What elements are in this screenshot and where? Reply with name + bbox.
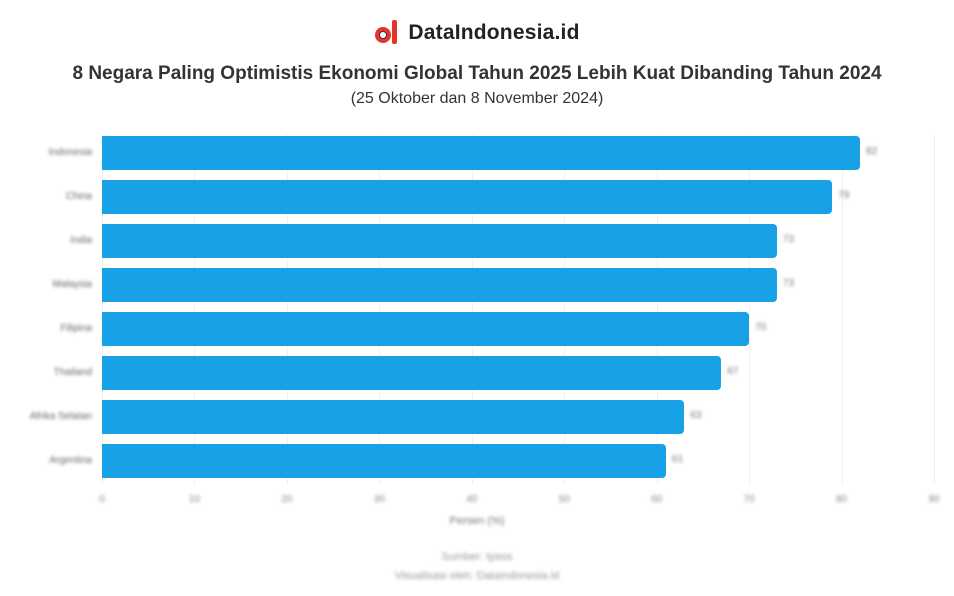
credit-note: Visualisasi oleh: DataIndonesia.id	[394, 570, 560, 582]
brand-header: DataIndonesia.id	[0, 20, 954, 46]
gridline	[102, 134, 103, 484]
bar[interactable]	[102, 356, 722, 390]
x-tick-label: 40	[466, 494, 478, 505]
bar[interactable]	[102, 224, 777, 258]
plot-area: 82 79 73 73 70 67 63 61	[102, 134, 935, 484]
category-label: Filipina	[60, 323, 92, 334]
bar-value-label: 73	[782, 234, 794, 245]
bar-value-label: 63	[690, 410, 702, 421]
gridline	[471, 134, 473, 484]
source-note: Sumber: Ipsos	[441, 551, 513, 563]
x-tick-label: 10	[188, 494, 200, 505]
x-axis-label: Persen (%)	[449, 515, 505, 527]
gridline	[194, 134, 196, 484]
x-tick-label: 60	[651, 494, 663, 505]
bar-value-label: 79	[838, 190, 850, 201]
chart-title: 8 Negara Paling Optimistis Ekonomi Globa…	[72, 63, 882, 84]
bar[interactable]	[102, 312, 750, 346]
brand-name: DataIndonesia.id	[408, 21, 580, 44]
bar[interactable]	[102, 400, 685, 434]
bar[interactable]	[102, 180, 833, 214]
magnifier-d-logo-icon	[374, 20, 398, 46]
category-label: Afrika Selatan	[29, 411, 92, 422]
gridline	[656, 134, 658, 484]
bar-value-label: 73	[782, 278, 794, 289]
x-tick-label: 70	[743, 494, 755, 505]
x-tick-label: 0	[99, 494, 105, 505]
category-label: Thailand	[53, 367, 92, 378]
category-label: Indonesia	[48, 147, 92, 158]
x-tick-label: 80	[835, 494, 848, 505]
x-tick-label: 50	[558, 494, 570, 505]
bar-value-label: 82	[866, 146, 878, 157]
bar-value-label: 70	[755, 322, 767, 333]
bar[interactable]	[102, 444, 666, 478]
gridline	[564, 134, 566, 484]
gridline	[286, 134, 288, 484]
gridline	[749, 134, 751, 484]
bar-value-label: 61	[671, 454, 684, 465]
gridline	[841, 134, 843, 484]
category-label: China	[65, 191, 92, 202]
bar[interactable]	[102, 268, 777, 302]
category-label: India	[70, 235, 92, 246]
gridline	[379, 134, 381, 484]
x-tick-label: 90	[928, 494, 940, 505]
category-label: Argentina	[49, 455, 92, 466]
bar[interactable]	[102, 136, 861, 170]
gridline	[934, 134, 935, 484]
bar-value-label: 67	[727, 366, 739, 377]
x-tick-label: 30	[373, 494, 385, 505]
x-tick-label: 20	[281, 494, 293, 505]
chart-subtitle: (25 Oktober dan 8 November 2024)	[350, 90, 604, 107]
category-label: Malaysia	[52, 279, 92, 290]
